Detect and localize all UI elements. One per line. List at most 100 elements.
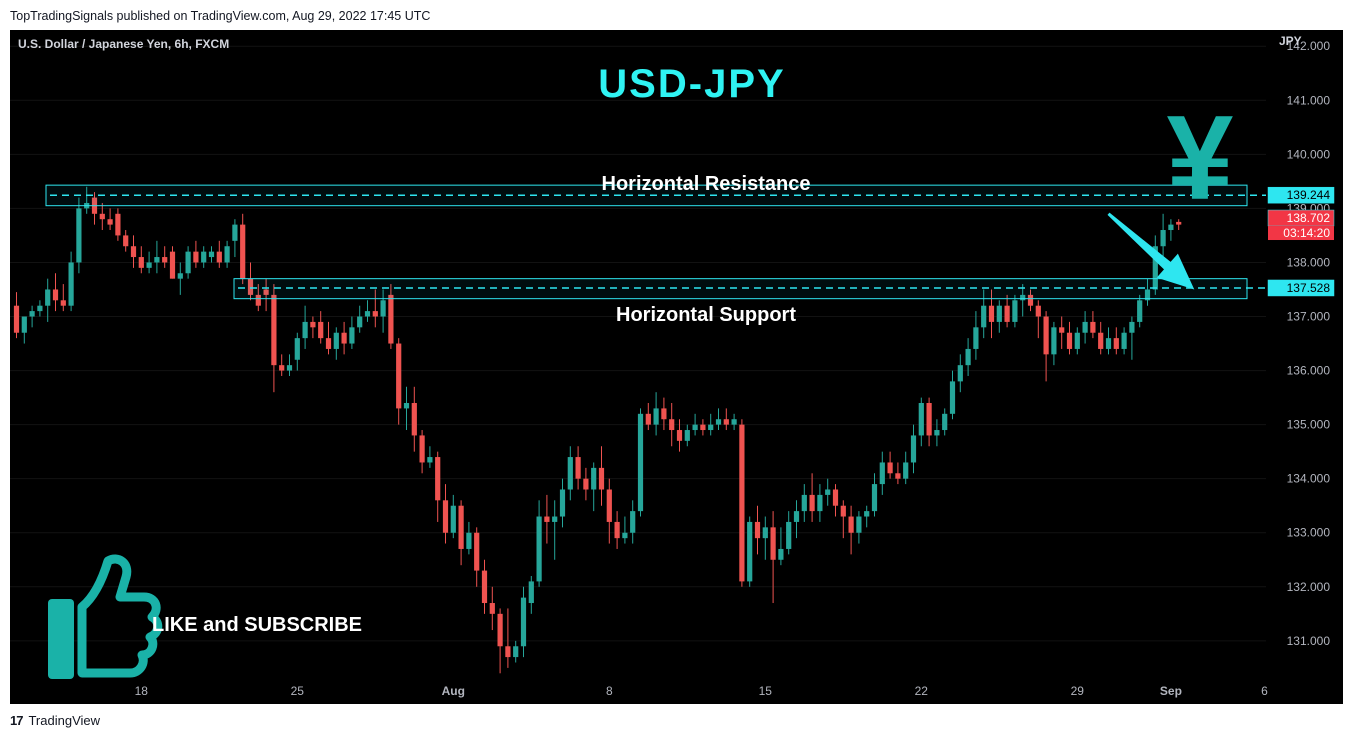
candle [630, 500, 636, 544]
candle-body [723, 419, 729, 425]
candle [536, 500, 542, 587]
candle [458, 500, 464, 566]
time-tick-label: Sep [1160, 684, 1182, 698]
candle [232, 219, 238, 258]
candle-body [754, 521, 761, 539]
price-tick-label: 133.000 [1287, 526, 1331, 540]
candle [770, 511, 776, 604]
candle-body [583, 478, 589, 490]
candle [778, 527, 784, 566]
candle-body [76, 208, 82, 263]
candle [793, 500, 800, 539]
candle-body [965, 348, 971, 366]
candle-body [232, 224, 238, 241]
candle-body [325, 338, 332, 349]
candle [949, 370, 956, 420]
thumbs-up-icon [48, 554, 163, 679]
candle [801, 484, 807, 522]
candlestick-chart[interactable]: 142.000141.000140.000139.000138.000137.0… [10, 30, 1343, 704]
candle [988, 289, 995, 339]
price-tick-label: 134.000 [1287, 472, 1331, 486]
time-tick-label: 8 [606, 684, 613, 698]
price-tick-label: 131.000 [1287, 634, 1331, 648]
candle-body [123, 235, 129, 247]
candle-body [107, 219, 113, 225]
candle-body [1066, 332, 1073, 349]
candle [52, 273, 59, 312]
candle-body [630, 511, 636, 533]
last-price-value: 138.702 [1287, 211, 1331, 225]
candle [1043, 311, 1049, 382]
candle [294, 332, 300, 371]
candle [115, 208, 121, 241]
candle-body [739, 424, 745, 582]
candle-body [333, 332, 339, 349]
candle [552, 500, 558, 560]
yen-symbol-icon: ¥ [1167, 91, 1234, 225]
candle [37, 300, 43, 317]
candle [1027, 289, 1034, 312]
candle [996, 300, 1002, 333]
candle-body [318, 321, 324, 339]
candle-body [99, 213, 105, 220]
candle-body [37, 305, 43, 312]
candle [68, 251, 74, 312]
candle-body [832, 489, 839, 506]
price-tick-label: 142.000 [1287, 39, 1331, 53]
candle [505, 608, 511, 668]
candle-body [466, 532, 472, 549]
price-axis[interactable]: 142.000141.000140.000139.000138.000137.0… [1267, 39, 1335, 648]
candle-body [895, 473, 901, 479]
candle [1090, 311, 1096, 339]
tradingview-footer[interactable]: 17 TradingView [10, 713, 100, 728]
promo-text: LIKE and SUBSCRIBE [152, 614, 362, 636]
candle [840, 500, 846, 539]
candle-body [567, 457, 573, 490]
candle-body [193, 251, 199, 263]
support-label: Horizontal Support [616, 304, 796, 326]
candle-body [879, 462, 885, 485]
candle [403, 386, 410, 431]
candle-body [29, 311, 35, 317]
time-tick-label: 15 [759, 684, 773, 698]
candle-body [676, 430, 683, 441]
candle [669, 403, 675, 447]
candle-body [286, 365, 293, 371]
candle-body [957, 365, 963, 382]
time-axis[interactable]: 18 25 Aug 8 15 22 29 Sep 6 [135, 684, 1269, 698]
candle [107, 208, 113, 231]
candle [910, 424, 917, 474]
candle [583, 467, 589, 501]
zones-layer [45, 184, 1266, 300]
candle-body [1168, 224, 1174, 231]
candle [1004, 294, 1010, 328]
candle-body [224, 246, 230, 263]
candle [567, 446, 573, 501]
candle [926, 397, 932, 447]
candle [99, 202, 105, 231]
candle [809, 473, 815, 522]
candle-body [653, 408, 659, 425]
candle-body [169, 251, 176, 279]
candle-body [700, 424, 706, 431]
candle-body [435, 457, 441, 501]
candle [154, 240, 160, 274]
candle [450, 494, 456, 539]
candle-body [1020, 294, 1026, 301]
candle-body [380, 300, 386, 317]
chart-panel[interactable]: 142.000 141.000 140.000 139.000 138.000 137.0… [10, 30, 1343, 704]
candle [341, 321, 347, 355]
candle-body [1027, 294, 1034, 306]
candle-body [1113, 338, 1119, 349]
candle [817, 484, 823, 522]
candle [138, 246, 144, 274]
candle-body [1121, 332, 1127, 349]
candle [1059, 316, 1065, 349]
candle-body [645, 413, 651, 425]
candle [871, 473, 878, 517]
candle-body [536, 516, 542, 582]
candle [731, 413, 737, 431]
candle-body [458, 505, 464, 549]
candle-body [310, 321, 316, 328]
candle-body [520, 597, 527, 647]
